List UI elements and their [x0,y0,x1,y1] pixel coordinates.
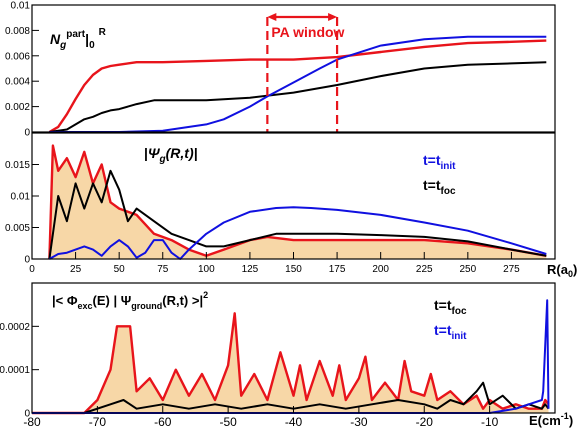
x-tick-label: 25 [70,264,82,275]
x-tick-label: 0 [29,264,35,275]
pa-window-arrow-left [267,13,277,21]
bot-foc-main: t=t [434,297,452,313]
panel-top: PA window 0 0.002 0.004 0.006 0.008 0.01 Ngpa… [5,1,556,139]
y-tick-label: 0.0002 [0,322,30,333]
mid-xlabel-sub: 0 [568,269,573,279]
bottom-y-axis: 0 0.0001 0.0002 [0,322,39,420]
top-label-sup2: R [99,27,107,38]
x-tick-label: -20 [416,415,434,429]
top-label-bar: | [85,31,89,47]
bottom-panel-label: |< Φexc(E) | Ψground(R,t) >|2 [52,290,208,311]
series-black-line [32,381,550,414]
y-tick-label: 0 [24,255,30,266]
y-tick-label: 0.015 [5,160,30,171]
x-tick-label: -80 [23,415,41,429]
x-tick-label: 250 [459,264,476,275]
x-tick-label: -70 [89,415,107,429]
top-panel-frame [31,4,556,133]
bottom-legend-foc: t=tfoc [434,297,467,317]
top-label-sub2: 0 [89,40,95,51]
mid-foc-main: t=t [423,177,441,193]
bot-label-sub2: ground [131,301,162,311]
bot-label-sup: 2 [203,290,208,300]
x-tick-label: -30 [350,415,368,429]
mid-xlabel-main: R(a [547,262,569,277]
x-tick-label: -60 [154,415,172,429]
y-tick-label: 0 [24,128,30,139]
series-blue-line [49,35,547,133]
x-tick-label: 275 [503,264,520,275]
x-tick-label: 100 [198,264,215,275]
series-blue-line [48,206,547,260]
x-tick-label: 150 [285,264,302,275]
series-black-line [48,169,547,260]
bottom-x-axis-label: E(cm-1) [529,411,573,428]
bot-init-main: t=t [434,322,452,338]
x-tick-label: 175 [329,264,346,275]
middle-legend-foc: t=tfoc [423,177,456,197]
x-tick-label: 50 [114,264,126,275]
mid-label-args: (R,t)| [166,145,198,161]
bot-label-open: |< Φ [52,293,78,308]
top-label-main: N [50,31,61,47]
mid-foc-sub: foc [441,186,456,197]
mid-xlabel-close: ) [573,262,577,277]
y-tick-label: 0.005 [5,223,30,234]
middle-series-group [48,144,547,260]
series-black-line [49,61,547,133]
x-tick-label: -40 [285,415,303,429]
middle-legend-init: t=tinit [423,152,456,172]
x-tick-label: 125 [242,264,259,275]
pa-window-label: PA window [271,24,344,40]
bot-init-sub: init [452,331,468,342]
y-tick-label: 0.004 [5,77,30,88]
y-tick-label: 0 [24,409,30,420]
top-label-sup1: part [66,29,86,40]
pa-window-arrow-right [328,13,338,21]
bot-label-close: (R,t) >| [162,293,203,308]
mid-label-psi: Ψ [148,145,161,161]
bottom-legend-init: t=tinit [434,322,467,342]
y-tick-label: 0.006 [5,51,30,62]
pa-window-marker: PA window [266,13,345,132]
middle-panel-label: |Ψg(R,t)| [144,145,198,165]
y-tick-label: 0.01 [11,192,31,203]
mid-init-main: t=t [423,152,441,168]
x-tick-label: -50 [219,415,237,429]
top-y-axis: 0 0.002 0.004 0.006 0.008 0.01 [5,1,39,139]
bot-label-sub1: exc [78,301,93,311]
y-tick-label: 0.008 [5,26,30,37]
bottom-x-axis: -80 -70 -60 -50 -40 -30 -20 -10 [23,406,499,429]
x-tick-label: 75 [157,264,169,275]
top-series-group [48,35,547,134]
x-tick-label: 200 [372,264,389,275]
mid-label-prefix: | [144,145,148,161]
bot-xlabel-close: ) [569,413,573,428]
middle-y-axis: 0 0.005 0.01 0.015 [5,160,39,266]
series-red-line [48,144,547,260]
bot-foc-sub: foc [452,306,467,317]
middle-x-axis-label: R(a0) [547,262,577,279]
series-red-fill [32,313,549,413]
bot-label-mid: (E) | Ψ [93,293,132,308]
x-tick-label: 225 [416,264,433,275]
bot-xlabel-main: E(cm [529,413,561,428]
y-tick-label: 0.0001 [0,365,30,376]
series-red-line [48,39,547,134]
y-tick-label: 0.002 [5,102,30,113]
y-tick-label: 0.01 [11,1,31,12]
panel-bottom: 0 0.0001 0.0002 -80 -70 -60 -50 -40 -30 -20 -10 |… [0,282,573,429]
middle-x-axis: 0 25 50 75 100 125 150 175 200 225 250 275 [29,252,520,275]
top-label-sub: g [59,40,66,51]
mid-init-sub: init [441,161,457,172]
panel-middle: 0 0.005 0.01 0.015 0 25 50 75 100 125 150 175 200 22… [5,132,577,279]
series-red-line [32,312,550,415]
mid-label-sub: g [159,154,166,165]
bot-xlabel-sup: -1 [561,411,569,421]
x-tick-label: -10 [481,415,499,429]
top-panel-label: Ngpart|0R [50,27,107,51]
